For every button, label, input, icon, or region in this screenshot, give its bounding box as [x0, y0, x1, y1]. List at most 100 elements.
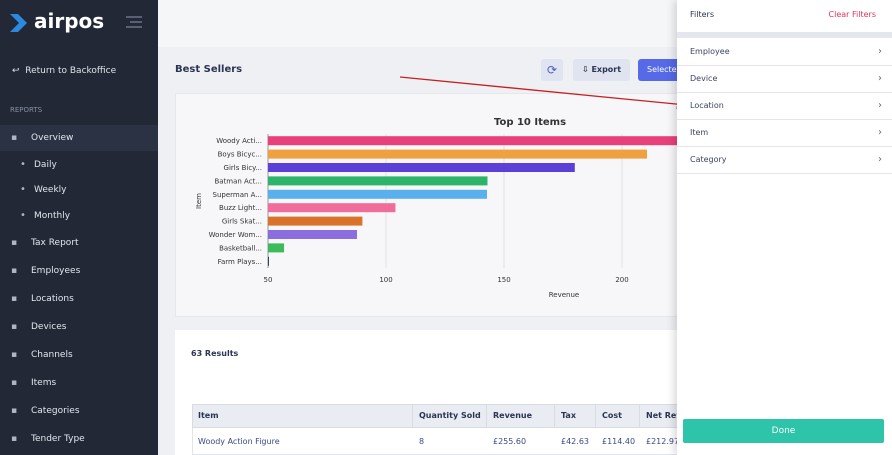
menu-icon[interactable]: [126, 15, 142, 29]
chevron: ›: [878, 73, 882, 84]
y-tick-label: Girls Skat...: [222, 218, 262, 226]
nav-icon: ▪: [11, 434, 18, 444]
nav-text: Overview: [31, 133, 74, 143]
nav-icon: ▪: [11, 294, 18, 304]
clear-filters[interactable]: Clear Filters: [828, 10, 876, 19]
table-cell: £42.63: [561, 437, 589, 446]
y-tick-label: Superman A...: [213, 191, 263, 199]
export-text: Export: [591, 65, 622, 74]
nav-item[interactable]: • Monthly: [0, 203, 158, 229]
logo: airpos: [34, 9, 105, 33]
bar: [268, 243, 285, 253]
filter-title: Filters: [690, 10, 714, 19]
nav-item[interactable]: ▪ Employees: [0, 258, 158, 284]
back-link[interactable]: ↩ Return to Backoffice: [12, 66, 117, 76]
chevron: ›: [878, 154, 882, 165]
y-tick-label: Buzz Light...: [219, 204, 262, 212]
nav-icon: ▪: [11, 378, 18, 388]
bar: [268, 230, 357, 239]
nav-item[interactable]: ▪ Devices: [0, 314, 158, 340]
logo-icon: [10, 14, 27, 32]
bar: [268, 216, 363, 226]
filter-row[interactable]: Item ›: [677, 119, 892, 147]
y-axis-label: Item: [195, 193, 203, 209]
row-border: [192, 428, 692, 455]
filter-label: Category: [690, 155, 727, 164]
table-cell: 8: [419, 437, 425, 446]
nav-text: Employees: [31, 266, 81, 276]
y-tick-label: Batman Act...: [214, 177, 262, 185]
filter-label: Location: [690, 101, 724, 110]
nav-item[interactable]: ▪ Overview: [0, 125, 158, 151]
table-cell: £212.97: [646, 437, 680, 446]
chart: Top 10 Items Revenue Item 50 100 150 200 Woody …: [195, 117, 754, 299]
y-tick-label: Girls Bicy...: [224, 164, 262, 172]
nav-item[interactable]: ▪ Locations: [0, 286, 158, 312]
selected-button[interactable]: Selecte: [638, 59, 683, 81]
table-cell: Woody Action Figure: [198, 437, 280, 446]
nav-item[interactable]: • Daily: [0, 152, 158, 178]
nav-text: Devices: [31, 322, 67, 332]
nav-text: Daily: [34, 160, 57, 170]
nav-item[interactable]: • Weekly: [0, 177, 158, 203]
x-tick-label: 50: [264, 276, 273, 284]
nav-text: Tender Type: [31, 434, 85, 444]
nav-item[interactable]: ▪ Categories: [0, 398, 158, 424]
filter-panel: Filters Clear Filters Employee › Device › Lo…: [677, 0, 892, 455]
nav-text: Channels: [31, 350, 73, 360]
table-header-cell: Item: [192, 404, 413, 428]
x-tick-label: 150: [497, 276, 510, 284]
y-tick-label: Farm Plays...: [218, 258, 262, 266]
section-label: REPORTS: [10, 106, 43, 114]
nav-item[interactable]: ▪ Channels: [0, 342, 158, 368]
table-cell: £114.40: [602, 437, 636, 446]
filter-row[interactable]: Category ›: [677, 146, 892, 174]
page-title: Best Sellers: [175, 64, 243, 75]
bar: [268, 203, 396, 213]
chevron: ›: [878, 127, 882, 138]
nav-icon: •: [20, 159, 26, 170]
nav-text: Weekly: [34, 185, 67, 195]
chart-card: [175, 93, 695, 317]
divider: [677, 32, 892, 38]
sidebar: airpos ↩ Return to Backoffice REPORTS ▪ O…: [0, 0, 158, 455]
bar: [268, 189, 488, 199]
results-count: 63 Results: [191, 349, 239, 358]
back-text: Return to Backoffice: [25, 66, 117, 76]
nav-item[interactable]: ▪ Items: [0, 370, 158, 396]
x-tick-label: 100: [379, 276, 392, 284]
nav-item[interactable]: ▪ Tax Report: [0, 230, 158, 256]
filter-label: Employee: [690, 47, 730, 56]
y-tick-label: Boys Bicyc...: [218, 151, 262, 159]
bar: [268, 256, 269, 266]
filter-row[interactable]: Device ›: [677, 65, 892, 93]
nav-text: Items: [31, 378, 57, 388]
nav-icon: •: [20, 184, 26, 195]
nav-icon: ▪: [11, 238, 18, 248]
bar: [268, 163, 575, 172]
filter-row[interactable]: Location ›: [677, 92, 892, 120]
filter-row[interactable]: Employee ›: [677, 38, 892, 66]
nav-text: Locations: [31, 294, 74, 304]
y-tick-label: Basketball...: [219, 244, 262, 252]
x-axis-label: Revenue: [549, 291, 580, 299]
refresh-button[interactable]: ⟳: [541, 59, 563, 81]
nav-text: Tax Report: [31, 238, 79, 248]
chevron: ›: [878, 100, 882, 111]
y-tick-label: Wonder Wom...: [209, 231, 262, 239]
done-button[interactable]: Done: [683, 419, 884, 443]
chart-title: Top 10 Items: [494, 117, 566, 128]
bar: [268, 136, 754, 146]
topbar: [158, 0, 677, 47]
results-card: [175, 330, 695, 455]
bar: [268, 149, 648, 159]
table-header-cell[interactable]: Revenue: [487, 404, 555, 428]
nav-item[interactable]: ▪ Tender Type: [0, 426, 158, 452]
table-header-cell: Cost: [596, 404, 640, 428]
table-header-cell: Quantity Sold: [413, 404, 487, 428]
export-button[interactable]: ⇩ Export: [573, 59, 630, 81]
filter-label: Device: [690, 74, 718, 83]
nav-icon: ▪: [11, 266, 18, 276]
x-tick-label: 200: [615, 276, 628, 284]
